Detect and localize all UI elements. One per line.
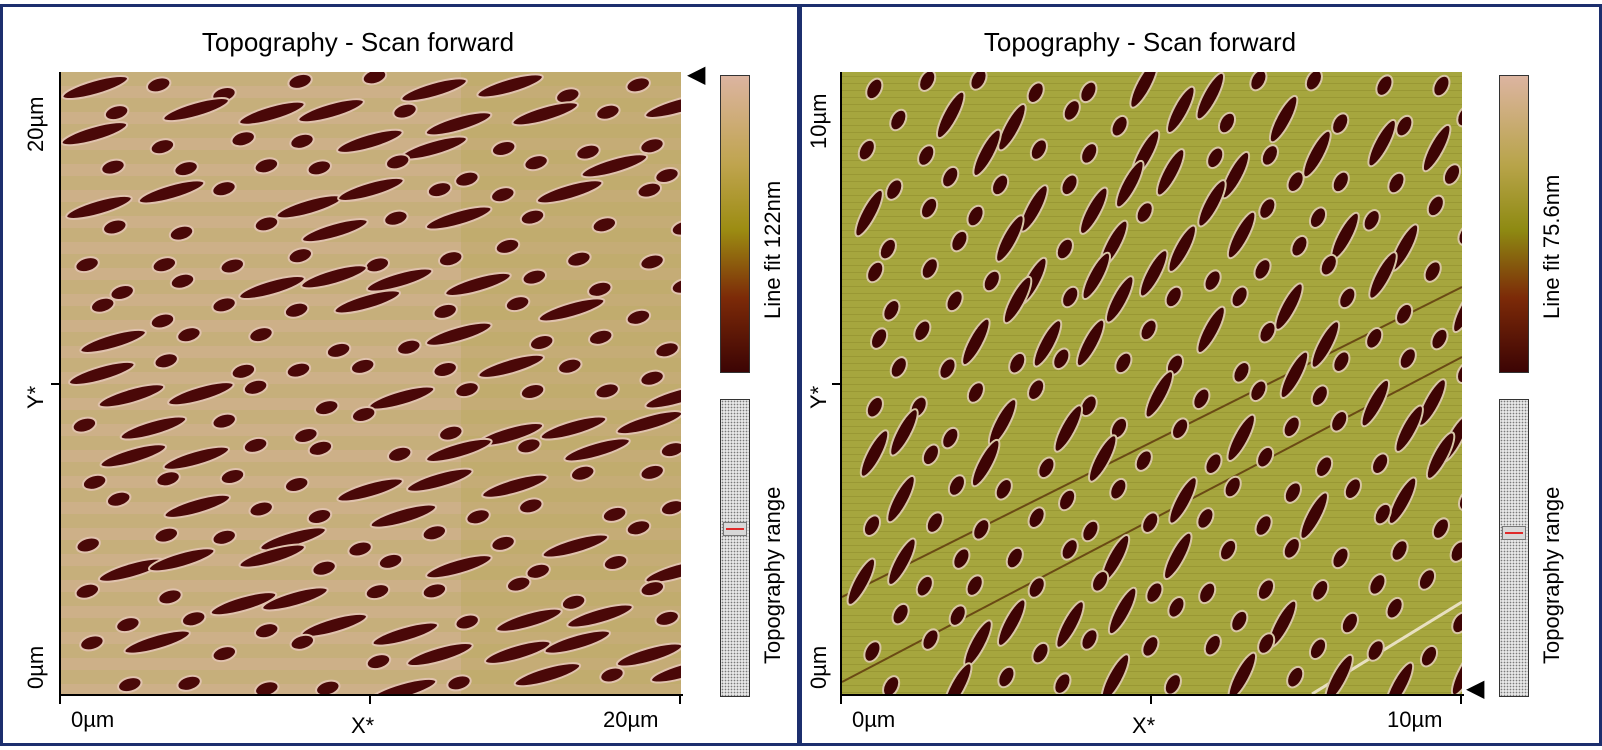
x-tick: [840, 694, 842, 704]
scan-panel-left: Topography - Scan forward 20µm Y* 0µm 0µ…: [0, 4, 800, 746]
range-label: Topography range: [1539, 487, 1565, 664]
y-tick: [832, 383, 842, 385]
range-label: Topography range: [760, 487, 786, 664]
color-scale-bar: [720, 75, 750, 373]
colorbar-label: Line fit 122nm: [760, 181, 786, 319]
x-tick: [679, 694, 681, 704]
topography-range-slider[interactable]: [1499, 399, 1529, 697]
x-label-left: 0µm: [71, 707, 114, 733]
x-axis: [840, 694, 1464, 696]
x-tick: [1150, 694, 1152, 704]
colorbar-label: Line fit 75.6nm: [1539, 175, 1565, 319]
range-pointer-icon[interactable]: ◀: [1466, 677, 1484, 701]
y-tick: [51, 383, 61, 385]
x-label-right: 20µm: [603, 707, 658, 733]
y-label-top: 20µm: [23, 97, 49, 152]
range-handle[interactable]: [723, 522, 747, 536]
topography-image[interactable]: [842, 72, 1462, 694]
panel-title: Topography - Scan forward: [984, 27, 1296, 58]
y-label-bottom: 0µm: [806, 646, 832, 689]
x-tick: [59, 694, 61, 704]
y-label-top: 10µm: [806, 94, 832, 149]
y-label-bottom: 0µm: [23, 646, 49, 689]
range-handle[interactable]: [1502, 526, 1526, 540]
topography-image[interactable]: [61, 72, 681, 694]
x-label-right: 10µm: [1387, 707, 1442, 733]
x-label-mid: X*: [351, 713, 374, 739]
x-tick: [1460, 694, 1462, 704]
scan-panel-right: Topography - Scan forward 10µm Y* 0µm 0µ…: [800, 4, 1602, 746]
topography-range-slider[interactable]: [720, 399, 750, 697]
y-label-mid: Y*: [806, 386, 832, 409]
x-axis: [59, 694, 683, 696]
color-scale-bar: [1499, 75, 1529, 373]
y-label-mid: Y*: [23, 386, 49, 409]
range-pointer-icon[interactable]: ◀: [687, 63, 705, 87]
x-label-mid: X*: [1132, 713, 1155, 739]
x-label-left: 0µm: [852, 707, 895, 733]
x-tick: [369, 694, 371, 704]
panel-title: Topography - Scan forward: [202, 27, 514, 58]
